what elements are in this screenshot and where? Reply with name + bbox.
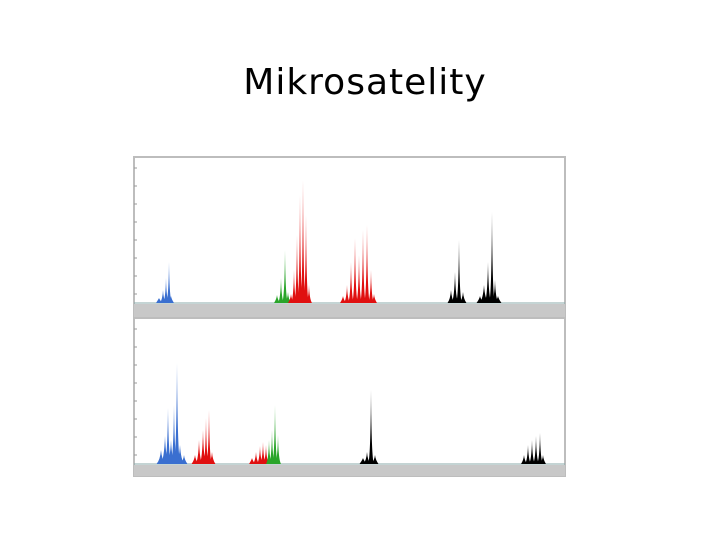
peak (521, 455, 527, 464)
peak (368, 390, 374, 464)
peak (294, 235, 300, 303)
peaks (134, 167, 546, 464)
panel-top (133, 156, 566, 318)
peak (269, 430, 275, 464)
peak (249, 458, 255, 464)
peak (170, 405, 178, 464)
peak (459, 292, 467, 303)
peak (533, 436, 539, 464)
peak (272, 405, 278, 464)
peak (208, 452, 216, 464)
peak (360, 230, 366, 303)
peak (282, 250, 288, 303)
peak (253, 452, 259, 464)
peak (160, 436, 170, 464)
peak (168, 296, 174, 303)
peak (371, 455, 379, 464)
peak (303, 215, 309, 303)
peak (195, 440, 203, 464)
peak (173, 363, 181, 464)
peak (266, 440, 272, 464)
peak (447, 290, 455, 303)
panel-bar (134, 465, 565, 476)
peak (344, 285, 350, 303)
peak (529, 440, 535, 464)
peak (537, 433, 543, 464)
peak (340, 296, 346, 303)
peak (540, 455, 546, 464)
peak (166, 440, 176, 464)
peak (257, 446, 263, 464)
peak (489, 212, 495, 303)
peak (348, 262, 354, 303)
peak (352, 238, 358, 303)
panel-frame (133, 156, 566, 318)
peak (166, 262, 172, 303)
slide-title: Mikrosatelity (243, 62, 487, 103)
panel-bar (134, 304, 565, 317)
peak (163, 278, 169, 303)
peak (274, 295, 280, 303)
peak (451, 272, 459, 303)
peak (278, 278, 284, 303)
peak (300, 180, 306, 303)
peak (203, 418, 209, 464)
peak (199, 430, 207, 464)
peak (306, 285, 312, 303)
peak (356, 255, 362, 303)
peak (368, 270, 374, 303)
peak (491, 280, 499, 303)
peak (263, 445, 269, 464)
peak (180, 455, 188, 464)
peak (456, 240, 462, 303)
peak (364, 225, 370, 303)
peak (484, 262, 492, 303)
peak (175, 445, 185, 464)
peak (260, 442, 266, 464)
peak (164, 408, 172, 464)
peak (206, 410, 212, 464)
peak (371, 294, 377, 303)
peak (156, 298, 162, 303)
peak (297, 195, 303, 303)
peak (494, 296, 502, 303)
peak (479, 285, 489, 303)
peak (275, 435, 281, 464)
peak (525, 445, 531, 464)
peak (291, 270, 297, 303)
peak (363, 452, 371, 464)
